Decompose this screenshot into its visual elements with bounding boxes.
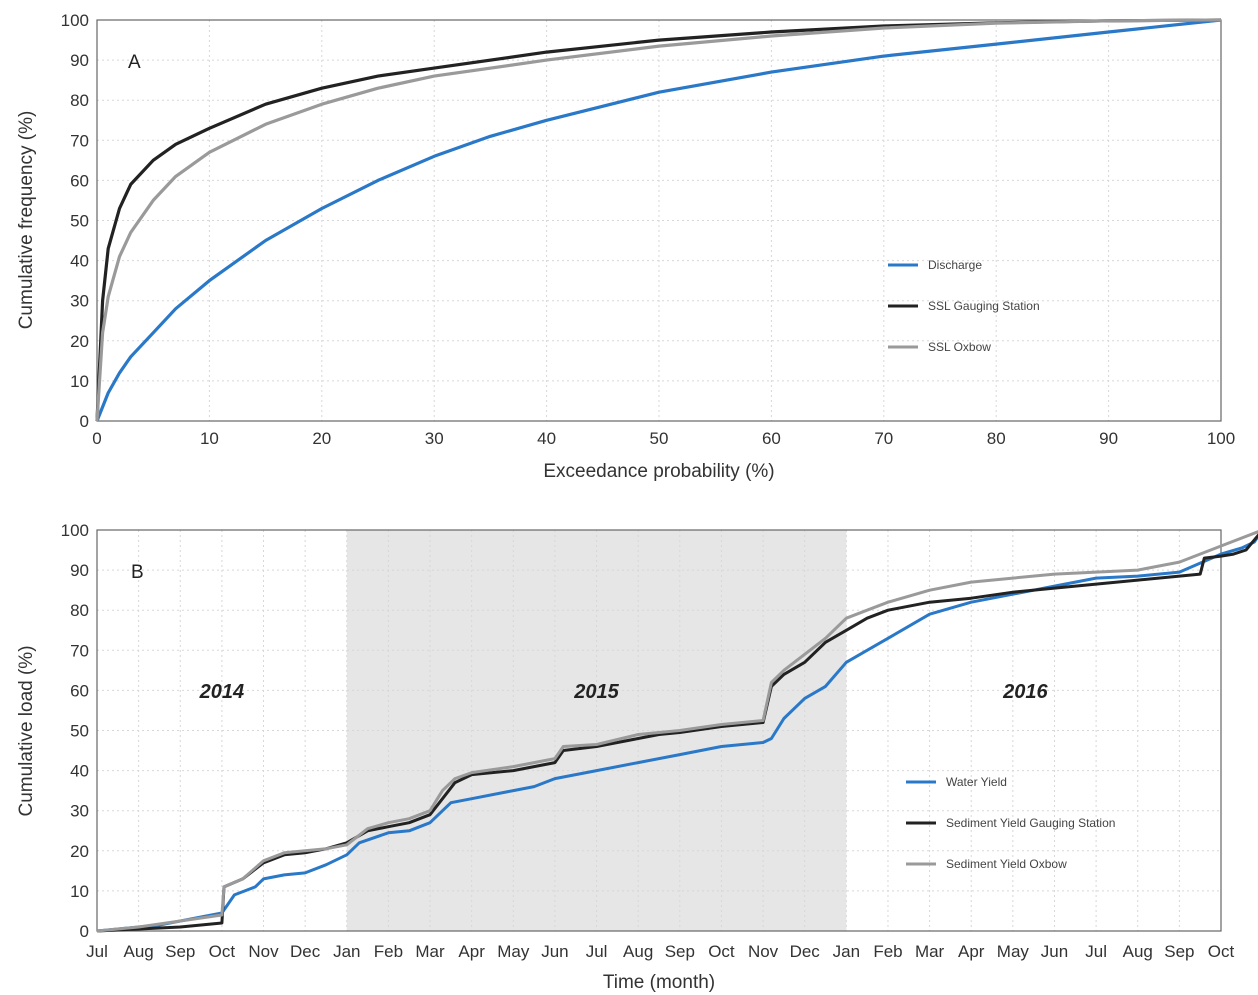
panel-a-y-tick-label: 10: [70, 372, 89, 391]
panel-b-x-tick-label: Jul: [586, 942, 608, 961]
panel-b-x-tick-label: Feb: [374, 942, 403, 961]
series-line-sediment-yield-oxbow: [96, 530, 1258, 933]
panel-b-chart: Jul Aug Sep Oct Nov Dec Jan Feb Mar Apr May Jun Jul A…: [16, 521, 1258, 993]
panel-b-x-tick-label: Apr: [958, 942, 985, 961]
panel-a-y-tick-label: 100: [61, 11, 89, 30]
panel-b-y-axis-title: Cumulative load (%): [16, 645, 37, 816]
panel-b-legend: Water Yield Sediment Yield Gauging Stati…: [906, 775, 1115, 871]
panel-b-x-tick-label: Sep: [1164, 942, 1194, 961]
panel-a-chart: 0 10 20 30 40 50 60 70 80 90 100 0 10 20 30 40 50 60 70 80 9…: [16, 11, 1235, 482]
panel-b-x-tick-label: Oct: [209, 942, 236, 961]
series-line-discharge: [95, 18, 1222, 422]
panel-a-label: A: [128, 52, 141, 73]
panel-a-series: [95, 18, 1222, 422]
panel-b-series: [96, 530, 1258, 933]
panel-b-y-tick-label: 0: [80, 922, 89, 941]
panel-b-x-tick-label: May: [997, 942, 1030, 961]
legend-label-ssl-gauging-station: SSL Gauging Station: [928, 299, 1040, 313]
panel-b-x-tick-label: Aug: [124, 942, 154, 961]
panel-b-y-tick-label: 80: [70, 601, 89, 620]
panel-a-y-tick-label: 80: [70, 91, 89, 110]
panel-b-y-tick-label: 10: [70, 882, 89, 901]
panel-a-grid: [97, 20, 1221, 421]
panel-b-x-tick-label: May: [497, 942, 530, 961]
panel-b-x-tick-label: Jul: [86, 942, 108, 961]
panel-a-y-axis-title: Cumulative frequency (%): [16, 111, 37, 330]
legend-label-sediment-yield-oxbow: Sediment Yield Oxbow: [946, 857, 1067, 871]
panel-b-x-axis-title: Time (month): [603, 972, 715, 993]
panel-a-y-tick-label: 40: [70, 252, 89, 271]
panel-b-y-tick-label: 60: [70, 681, 89, 700]
panel-b-x-tick-label: Aug: [1123, 942, 1153, 961]
panel-b-x-tick-label: Dec: [290, 942, 321, 961]
panel-b-year-labels: 2014 2015 2016: [199, 681, 1049, 703]
panel-a-y-tick-label: 0: [80, 412, 89, 431]
panel-b-x-tick-label: Jan: [833, 942, 860, 961]
panel-a-legend: Discharge SSL Gauging Station SSL Oxbow: [888, 258, 1040, 354]
panel-b-x-tick-label: Sep: [665, 942, 695, 961]
panel-a-y-tick-label: 50: [70, 212, 89, 231]
year-label-2016: 2016: [1002, 681, 1048, 703]
panel-b-label: B: [131, 562, 144, 583]
panel-a-x-tick-label: 90: [1099, 429, 1118, 448]
panel-a-y-tick-label: 20: [70, 332, 89, 351]
year-label-2014: 2014: [199, 681, 245, 703]
panel-a-y-tick-label: 30: [70, 292, 89, 311]
panel-a-y-tick-label: 70: [70, 131, 89, 150]
panel-b-x-tick-label: Sep: [165, 942, 195, 961]
panel-b-x-tick-label: Dec: [790, 942, 821, 961]
panel-b-x-tick-label: Jan: [333, 942, 360, 961]
year-label-2015: 2015: [573, 681, 619, 703]
panel-b-x-tick-label: Mar: [415, 942, 445, 961]
panel-b-y-tick-label: 20: [70, 842, 89, 861]
series-line-ssl-gauging-station: [95, 18, 1222, 422]
panel-a-x-tick-label: 70: [874, 429, 893, 448]
legend-label-water-yield: Water Yield: [946, 775, 1007, 789]
legend-label-sediment-yield-gauging-station: Sediment Yield Gauging Station: [946, 816, 1115, 830]
panel-b-y-tick-label: 30: [70, 802, 89, 821]
panel-a-frame: [96, 19, 1222, 422]
panel-b-y-tick-label: 70: [70, 641, 89, 660]
panel-a-x-tick-label: 80: [987, 429, 1006, 448]
panel-b-grid: [97, 530, 1221, 931]
panel-b-y-tick-label: 100: [61, 521, 89, 540]
series-line-ssl-oxbow: [95, 18, 1222, 422]
legend-label-ssl-oxbow: SSL Oxbow: [928, 340, 991, 354]
panel-a-x-tick-label: 20: [312, 429, 331, 448]
panel-b-y-tick-label: 90: [70, 561, 89, 580]
legend-label-discharge: Discharge: [928, 258, 982, 272]
panel-a-y-tick-label: 60: [70, 171, 89, 190]
panel-b-x-tick-label: Mar: [915, 942, 945, 961]
panel-a-x-tick-label: 50: [650, 429, 669, 448]
panel-b-x-tick-label: Oct: [708, 942, 735, 961]
panel-b-x-tick-label: Aug: [623, 942, 653, 961]
panel-a-x-axis-title: Exceedance probability (%): [543, 461, 774, 482]
panel-a-x-tick-label: 30: [425, 429, 444, 448]
panel-a-x-tick-label: 60: [762, 429, 781, 448]
panel-a-ticks: 0 10 20 30 40 50 60 70 80 90 100 0 10 20 30 40 50 60 70 80 9…: [61, 11, 1236, 448]
panel-b-ticks: Jul Aug Sep Oct Nov Dec Jan Feb Mar Apr May Jun Jul A…: [61, 521, 1235, 961]
panel-b-y-tick-label: 50: [70, 722, 89, 741]
panel-a-y-tick-label: 90: [70, 51, 89, 70]
panel-b-x-tick-label: Feb: [873, 942, 902, 961]
panel-b-y-tick-label: 40: [70, 762, 89, 781]
panel-b-frame: [96, 529, 1222, 932]
panel-a-x-tick-label: 0: [92, 429, 101, 448]
panel-b-x-tick-label: Apr: [458, 942, 485, 961]
panel-b-x-tick-label: Nov: [748, 942, 779, 961]
panel-a-x-tick-label: 10: [200, 429, 219, 448]
panel-a-x-tick-label: 40: [537, 429, 556, 448]
panel-b-x-tick-label: Nov: [248, 942, 279, 961]
panel-b-x-tick-label: Jun: [1041, 942, 1068, 961]
panel-a-x-tick-label: 100: [1207, 429, 1235, 448]
series-line-sediment-yield-gauging-station: [96, 533, 1258, 933]
panel-b-x-tick-label: Jun: [541, 942, 568, 961]
panel-b-x-tick-label: Oct: [1208, 942, 1235, 961]
panel-b-x-tick-label: Jul: [1085, 942, 1107, 961]
